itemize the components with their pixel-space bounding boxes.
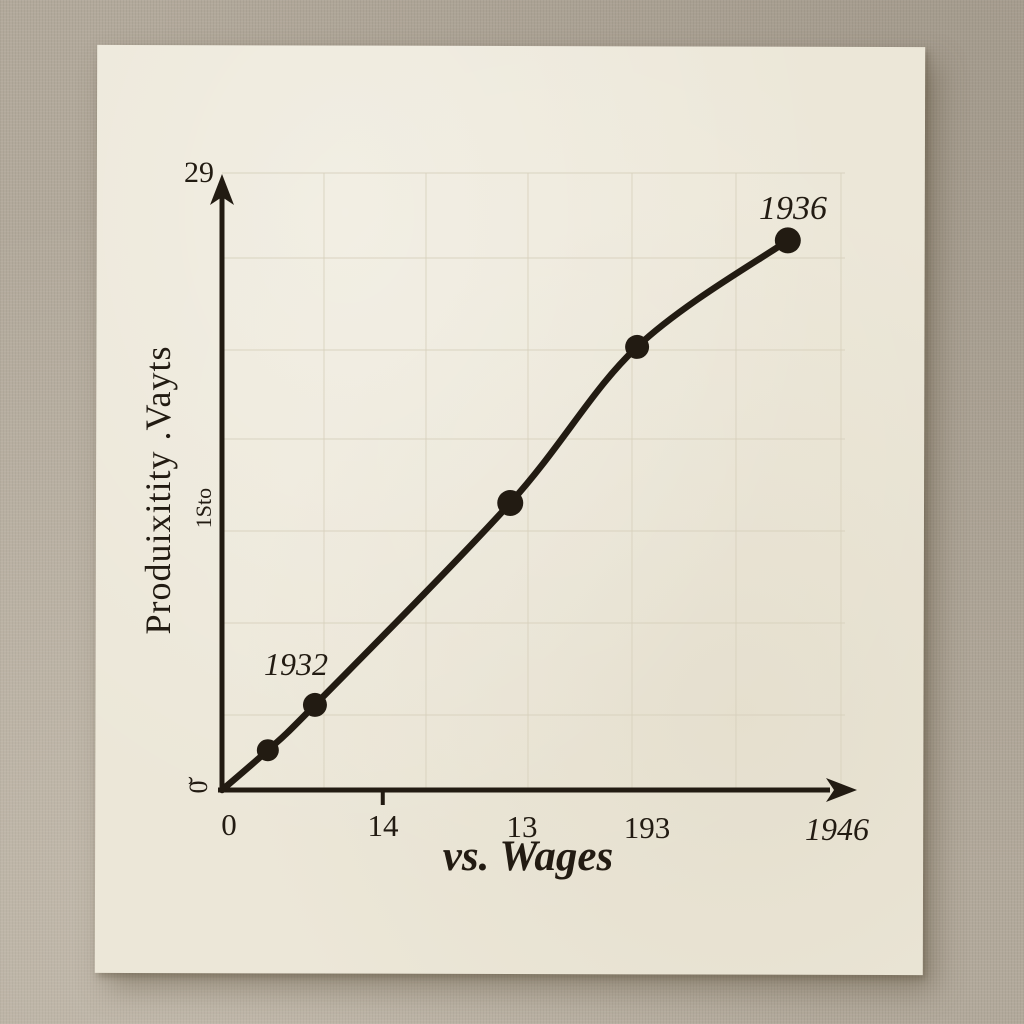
parchment-paper (94, 44, 926, 976)
